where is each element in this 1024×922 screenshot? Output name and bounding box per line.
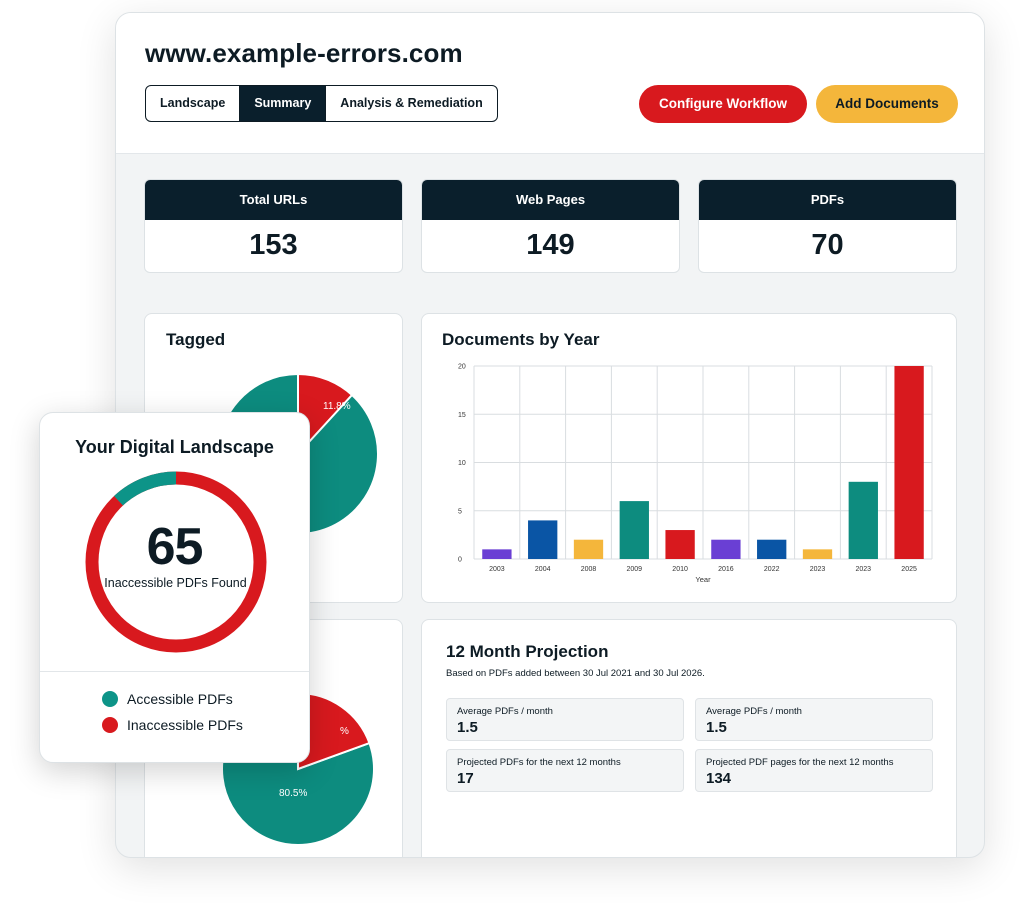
metric-average-pdfs-2: Average PDFs / month 1.5 [695,698,933,741]
landscape-title: Your Digital Landscape [75,437,274,457]
projection-subtitle: Based on PDFs added between 30 Jul 2021 … [446,668,705,679]
x-tick-label: 2003 [489,566,505,573]
site-title: www.example-errors.com [145,38,463,68]
stat-value: 153 [249,229,298,261]
metric-value: 17 [457,770,474,787]
stat-label: Total URLs [145,180,402,220]
y-tick-label: 15 [458,412,466,419]
metric-projected-pages: Projected PDF pages for the next 12 mont… [695,749,933,792]
metric-average-pdfs: Average PDFs / month 1.5 [446,698,684,741]
documents-by-year-chart: 0 5 10 15 20 2003 2004 2008 2009 2010 2016 2022 2023… [458,364,933,584]
bar-2023-7[interactable] [802,549,833,559]
x-tick-label: 2009 [627,566,643,573]
slice-label: 11.8% [323,401,351,412]
y-tick-label: 0 [458,557,462,564]
projection-card: 12 Month Projection Based on PDFs added … [421,619,957,857]
x-axis-title: Year [695,575,711,584]
documents-by-year-card: Documents by Year 0 5 10 15 20 2003 2004 2008 20… [421,313,957,603]
metric-label: Projected PDFs for the next 12 months [457,757,621,768]
configure-workflow-button[interactable]: Configure Workflow [639,85,807,123]
legend-inaccessible: Inaccessible PDFs [102,717,243,733]
x-tick-label: 2008 [581,566,597,573]
x-tick-label: 2023 [856,566,872,573]
bar-2023-8[interactable] [848,481,878,559]
x-tick-label: 2016 [718,566,734,573]
stat-card-web-pages: Web Pages 149 [421,179,680,273]
chart-title: Documents by Year [442,330,600,349]
bar-2008-2[interactable] [573,539,604,559]
bar-2009-3[interactable] [619,501,649,559]
stat-card-pdfs: PDFs 70 [698,179,957,273]
metric-projected-pdfs: Projected PDFs for the next 12 months 17 [446,749,684,792]
projection-title: 12 Month Projection [446,642,609,661]
stat-label: Web Pages [422,180,679,220]
stat-value: 70 [811,229,844,261]
legend-dot-teal [102,691,118,707]
view-tabs: Landscape Summary Analysis & Remediation [145,85,498,122]
metric-value: 1.5 [706,719,727,736]
legend-accessible: Accessible PDFs [102,691,233,707]
donut-accessible-arc [85,471,267,653]
divider [40,671,309,672]
stat-value: 149 [526,229,575,261]
dashboard-header: www.example-errors.com Landscape Summary… [116,13,984,154]
slice-label: 80.5% [279,788,307,799]
legend-dot-red [102,717,118,733]
x-tick-label: 2025 [901,566,917,573]
y-tick-label: 20 [458,364,466,371]
bar-2025-9[interactable] [894,366,924,559]
y-tick-label: 5 [458,508,462,515]
tab-analysis-remediation[interactable]: Analysis & Remediation [325,86,496,121]
x-tick-label: 2022 [764,566,780,573]
bar-2010-4[interactable] [665,530,695,559]
digital-landscape-card: Your Digital Landscape 65 Inaccessible P… [39,412,310,763]
legend-label: Inaccessible PDFs [127,717,243,733]
stat-label: PDFs [699,180,956,220]
tagged-title: Tagged [166,330,226,349]
metric-value: 1.5 [457,719,478,736]
x-tick-label: 2023 [810,566,826,573]
dashboard-window: www.example-errors.com Landscape Summary… [115,12,985,858]
metric-label: Average PDFs / month [706,706,802,717]
inaccessible-caption: Inaccessible PDFs Found [104,576,247,590]
bar-2022-6[interactable] [757,539,787,559]
metric-value: 134 [706,770,732,787]
landscape-donut-chart [85,471,267,653]
bar-2003-0[interactable] [482,549,512,559]
stat-card-total-urls: Total URLs 153 [144,179,403,273]
add-documents-button[interactable]: Add Documents [816,85,958,123]
tab-landscape[interactable]: Landscape [160,96,226,110]
metric-label: Projected PDF pages for the next 12 mont… [706,757,894,768]
x-tick-label: 2004 [535,566,551,573]
legend-label: Accessible PDFs [127,691,233,707]
slice-label: % [340,726,349,737]
bar-2016-5[interactable] [711,539,741,559]
metric-label: Average PDFs / month [457,706,553,717]
x-tick-label: 2010 [672,566,688,573]
tab-summary[interactable]: Summary [239,86,326,121]
bar-2004-1[interactable] [528,520,558,559]
inaccessible-count: 65 [146,518,204,576]
y-tick-label: 10 [458,460,466,467]
